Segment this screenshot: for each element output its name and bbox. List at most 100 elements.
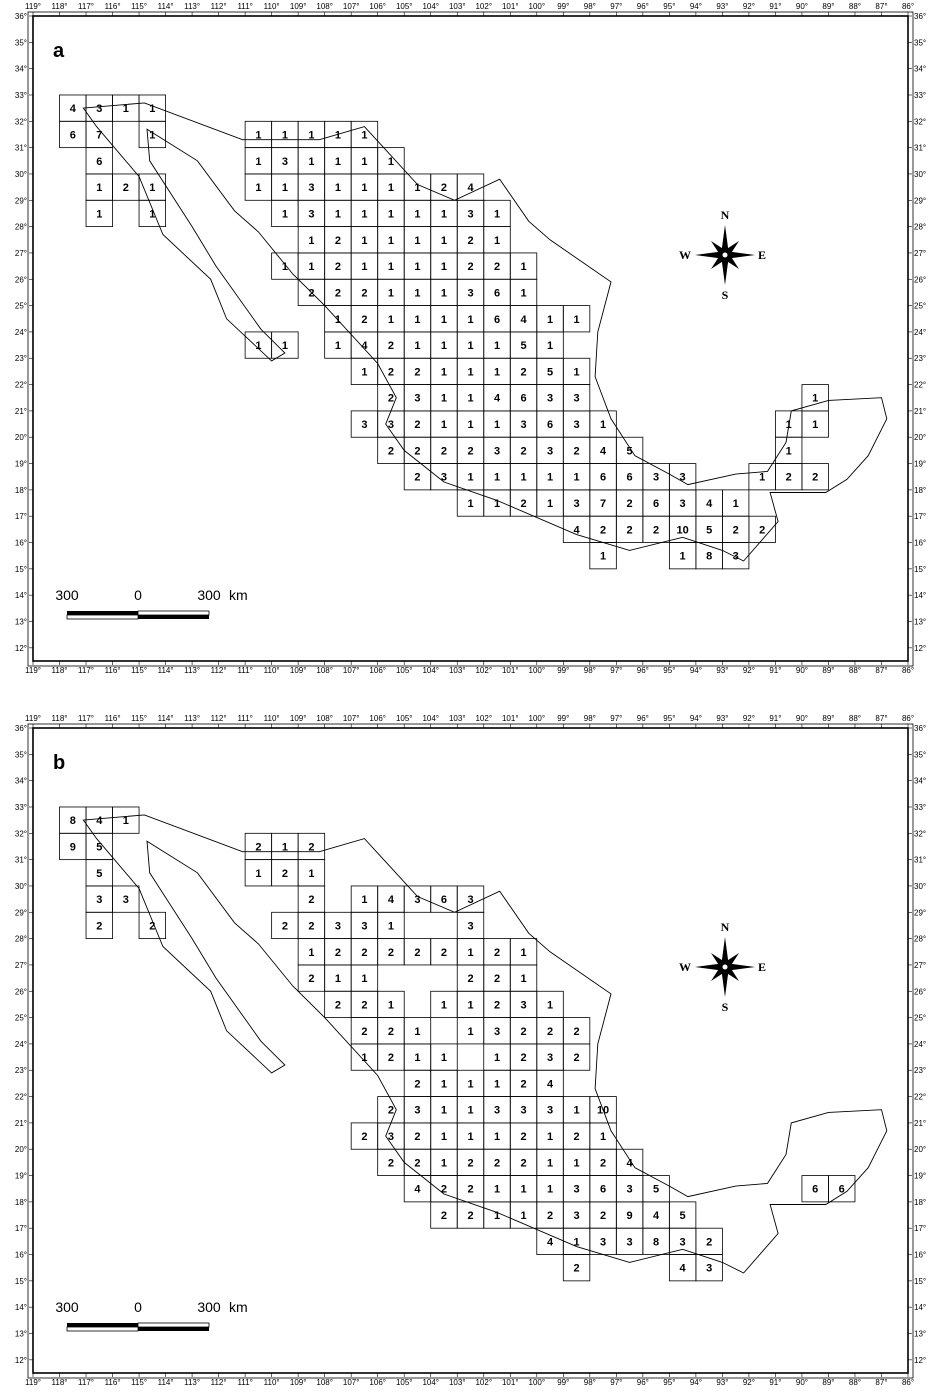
lon-label: 114°: [158, 1378, 174, 1387]
cell-value: 1: [361, 129, 367, 141]
cell-value: 1: [335, 314, 341, 326]
lat-label: 20°: [914, 433, 926, 442]
cell-value: 9: [627, 1210, 633, 1222]
scale-segment: [67, 1323, 138, 1327]
cell-value: 1: [255, 156, 261, 168]
lon-label: 89°: [822, 714, 834, 723]
cell-value: 3: [653, 472, 659, 484]
cell-value: 1: [308, 156, 314, 168]
cell-value: 2: [494, 1157, 500, 1169]
grid-cell: [138, 120, 166, 149]
cell-value: 2: [547, 1210, 553, 1222]
lon-label: 113°: [184, 1378, 200, 1387]
lon-label: 90°: [796, 714, 808, 723]
lat-label: 34°: [15, 777, 27, 786]
lon-label: 94°: [690, 1378, 702, 1387]
cell-value: 1: [308, 868, 314, 880]
cell-value: 1: [786, 445, 792, 457]
lon-label: 99°: [557, 2, 569, 11]
cell-value: 3: [494, 1026, 500, 1038]
cell-value: 1: [467, 1078, 473, 1090]
cell-value: 1: [547, 1184, 553, 1196]
lon-label: 92°: [743, 2, 755, 11]
lon-label: 112°: [211, 2, 227, 11]
cell-value: 2: [494, 973, 500, 985]
lat-label: 16°: [15, 539, 27, 548]
lon-label: 86°: [902, 666, 914, 675]
mexico-outline: [82, 102, 888, 562]
cell-value: 3: [573, 1184, 579, 1196]
cell-value: 3: [361, 920, 367, 932]
lon-label: 115°: [131, 1378, 147, 1387]
compass-label-e: E: [758, 248, 766, 262]
lon-label: 109°: [290, 1378, 307, 1387]
lon-label: 99°: [557, 1378, 569, 1387]
lat-label: 30°: [914, 882, 926, 891]
cell-value: 3: [573, 393, 579, 405]
cell-value: 5: [520, 340, 526, 352]
cell-value: 1: [282, 841, 288, 853]
lat-label: 16°: [914, 1251, 926, 1260]
cell-value: 1: [308, 235, 314, 247]
cell-value: 1: [441, 314, 447, 326]
lat-label: 16°: [914, 539, 926, 548]
grid-cell: [562, 1254, 591, 1282]
lon-label: 115°: [131, 666, 147, 675]
cell-value: 1: [467, 419, 473, 431]
cell-value: 1: [335, 156, 341, 168]
cell-value: 2: [786, 472, 792, 484]
lat-label: 31°: [15, 856, 27, 865]
cell-value: 1: [494, 340, 500, 352]
cell-value: 1: [494, 419, 500, 431]
lon-label: 104°: [422, 666, 439, 675]
grid-cells: [59, 806, 856, 1282]
lon-label: 89°: [822, 1378, 834, 1387]
cell-value: 6: [812, 1184, 818, 1196]
lon-label: 101°: [502, 714, 519, 723]
outer-frame: [27, 723, 914, 1379]
cell-value: 2: [255, 841, 261, 853]
lon-label: 94°: [690, 2, 702, 11]
lon-label: 106°: [369, 1378, 386, 1387]
cell-value: 2: [308, 920, 314, 932]
cell-value: 2: [573, 1052, 579, 1064]
cell-value: 1: [520, 1210, 526, 1222]
cell-value: 2: [520, 1052, 526, 1064]
cell-value: 1: [467, 472, 473, 484]
lon-label: 109°: [290, 2, 307, 11]
cell-value: 2: [335, 261, 341, 273]
cell-value: 2: [733, 524, 739, 536]
lon-label: 114°: [158, 2, 174, 11]
lon-label: 88°: [849, 2, 861, 11]
cell-value: 6: [600, 1184, 606, 1196]
cell-value: 1: [414, 235, 420, 247]
cell-value: 3: [627, 1236, 633, 1248]
cell-value: 3: [467, 287, 473, 299]
cell-value: 2: [467, 1210, 473, 1222]
cell-value: 6: [494, 314, 500, 326]
lon-label: 104°: [422, 1378, 439, 1387]
scale-segment: [66, 1326, 139, 1332]
cell-value: 5: [96, 841, 102, 853]
cell-value: 10: [676, 524, 688, 536]
lat-label: 24°: [15, 328, 27, 337]
cell-value: 1: [441, 1157, 447, 1169]
cell-value: 2: [388, 393, 394, 405]
lat-label: 17°: [15, 1224, 27, 1233]
grid-cell: [828, 1175, 856, 1203]
cell-value: 1: [441, 1052, 447, 1064]
lon-label: 115°: [131, 2, 147, 11]
cell-value: 1: [335, 340, 341, 352]
inner-frame: [32, 15, 909, 662]
grid-cell: [112, 806, 140, 834]
lon-label: 91°: [769, 714, 781, 723]
cell-value: 2: [467, 973, 473, 985]
cell-value: 2: [494, 261, 500, 273]
lon-label: 89°: [822, 2, 834, 11]
lat-label: 18°: [914, 1198, 926, 1207]
cell-value: 1: [494, 1184, 500, 1196]
cell-value: 2: [520, 1078, 526, 1090]
cell-value: 1: [282, 182, 288, 194]
cell-value: 1: [388, 314, 394, 326]
lat-label: 24°: [914, 328, 926, 337]
